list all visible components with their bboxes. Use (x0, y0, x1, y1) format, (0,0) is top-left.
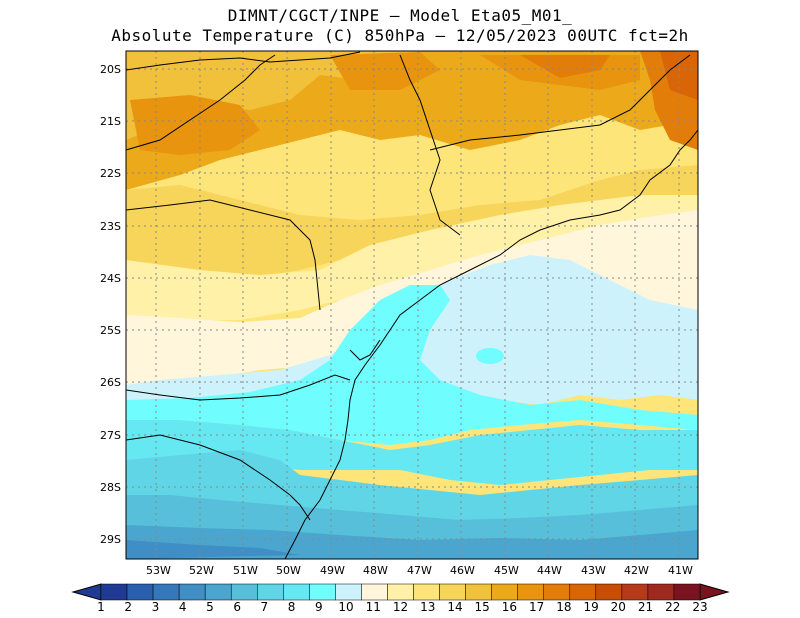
colorbar-swatch (204, 583, 232, 601)
colorbar-swatch (491, 583, 518, 601)
grid-lines (126, 51, 698, 559)
colorbar-label: 16 (502, 600, 517, 614)
colorbar-swatch (178, 583, 206, 601)
lat-tick: 27S (100, 429, 121, 442)
lon-tick: 43W (581, 564, 606, 577)
lon-tick: 49W (320, 564, 345, 577)
colorbar-label: 10 (338, 600, 353, 614)
lat-tick: 29S (100, 533, 121, 546)
lat-tick: 24S (100, 272, 121, 285)
map-frame (125, 50, 699, 560)
colorbar-swatch (100, 583, 128, 601)
lat-tick: 23S (100, 220, 121, 233)
colorbar-label: 19 (583, 600, 598, 614)
lon-tick: 48W (363, 564, 388, 577)
lon-tick: 44W (537, 564, 562, 577)
colorbar-swatch (413, 583, 440, 601)
colorbar-swatch (230, 583, 258, 601)
colorbar-label: 8 (288, 600, 296, 614)
colorbar: 1 2 3 4 5 6 7 8 9 10 11 12 13 14 15 16 17 18 19 20 21 22 23 (71, 583, 730, 614)
lat-tick: 28S (100, 481, 121, 494)
colorbar-swatch (361, 583, 388, 601)
lat-tick: 21S (100, 115, 121, 128)
colorbar-left-arrow (71, 583, 102, 601)
lon-tick: 42W (624, 564, 649, 577)
colorbar-label: 23 (692, 600, 707, 614)
colorbar-label: 22 (665, 600, 680, 614)
colorbar-label: 13 (420, 600, 435, 614)
colorbar-label: 5 (206, 600, 214, 614)
colorbar-swatch (673, 583, 701, 601)
colorbar-label: 7 (261, 600, 269, 614)
colorbar-swatch (126, 583, 154, 601)
lat-tick: 22S (100, 167, 121, 180)
lat-tick: 20S (100, 63, 121, 76)
colorbar-swatch (335, 583, 362, 601)
lat-tick: 26S (100, 376, 121, 389)
colorbar-swatch (465, 583, 492, 601)
colorbar-swatch (152, 583, 180, 601)
title-line-1: DIMNT/CGCT/INPE – Model Eta05_M01_ (227, 6, 573, 25)
latitude-axis: 20S 21S 22S 23S 24S 25S 26S 27S 28S 29S (100, 63, 121, 546)
colorbar-label: 9 (315, 600, 323, 614)
colorbar-right-arrow (699, 583, 730, 601)
colorbar-swatch (569, 583, 597, 601)
colorbar-label: 15 (475, 600, 490, 614)
lon-tick: 47W (407, 564, 432, 577)
colorbar-label: 20 (611, 600, 626, 614)
colorbar-label: 12 (393, 600, 408, 614)
lon-tick: 50W (276, 564, 301, 577)
colorbar-label: 3 (152, 600, 160, 614)
colorbar-label: 21 (638, 600, 653, 614)
colorbar-swatch (647, 583, 675, 601)
temperature-field (126, 51, 698, 559)
colorbar-swatch (595, 583, 623, 601)
colorbar-label: 11 (366, 600, 381, 614)
colorbar-swatch (283, 583, 310, 601)
colorbar-label: 4 (179, 600, 187, 614)
colorbar-swatch (543, 583, 571, 601)
colorbar-swatch (309, 583, 336, 601)
colorbar-label: 1 (97, 600, 105, 614)
lon-tick: 45W (494, 564, 519, 577)
longitude-axis: 53W 52W 51W 50W 49W 48W 47W 46W 45W 44W … (146, 564, 693, 577)
colorbar-label: 17 (529, 600, 544, 614)
lon-tick: 41W (668, 564, 693, 577)
colorbar-label: 6 (233, 600, 241, 614)
lon-tick: 52W (189, 564, 214, 577)
colorbar-swatch (621, 583, 649, 601)
lon-tick: 51W (233, 564, 258, 577)
colorbar-label: 2 (124, 600, 132, 614)
lat-tick: 25S (100, 324, 121, 337)
lon-tick: 53W (146, 564, 171, 577)
colorbar-swatch (517, 583, 544, 601)
colorbar-swatch (439, 583, 466, 601)
lon-tick: 46W (450, 564, 475, 577)
colorbar-label: 18 (556, 600, 571, 614)
coastline (126, 51, 698, 559)
colorbar-label: 14 (447, 600, 462, 614)
colorbar-swatch (257, 583, 284, 601)
title-line-2: Absolute Temperature (C) 850hPa – 12/05/… (111, 26, 689, 45)
colorbar-swatch (387, 583, 414, 601)
